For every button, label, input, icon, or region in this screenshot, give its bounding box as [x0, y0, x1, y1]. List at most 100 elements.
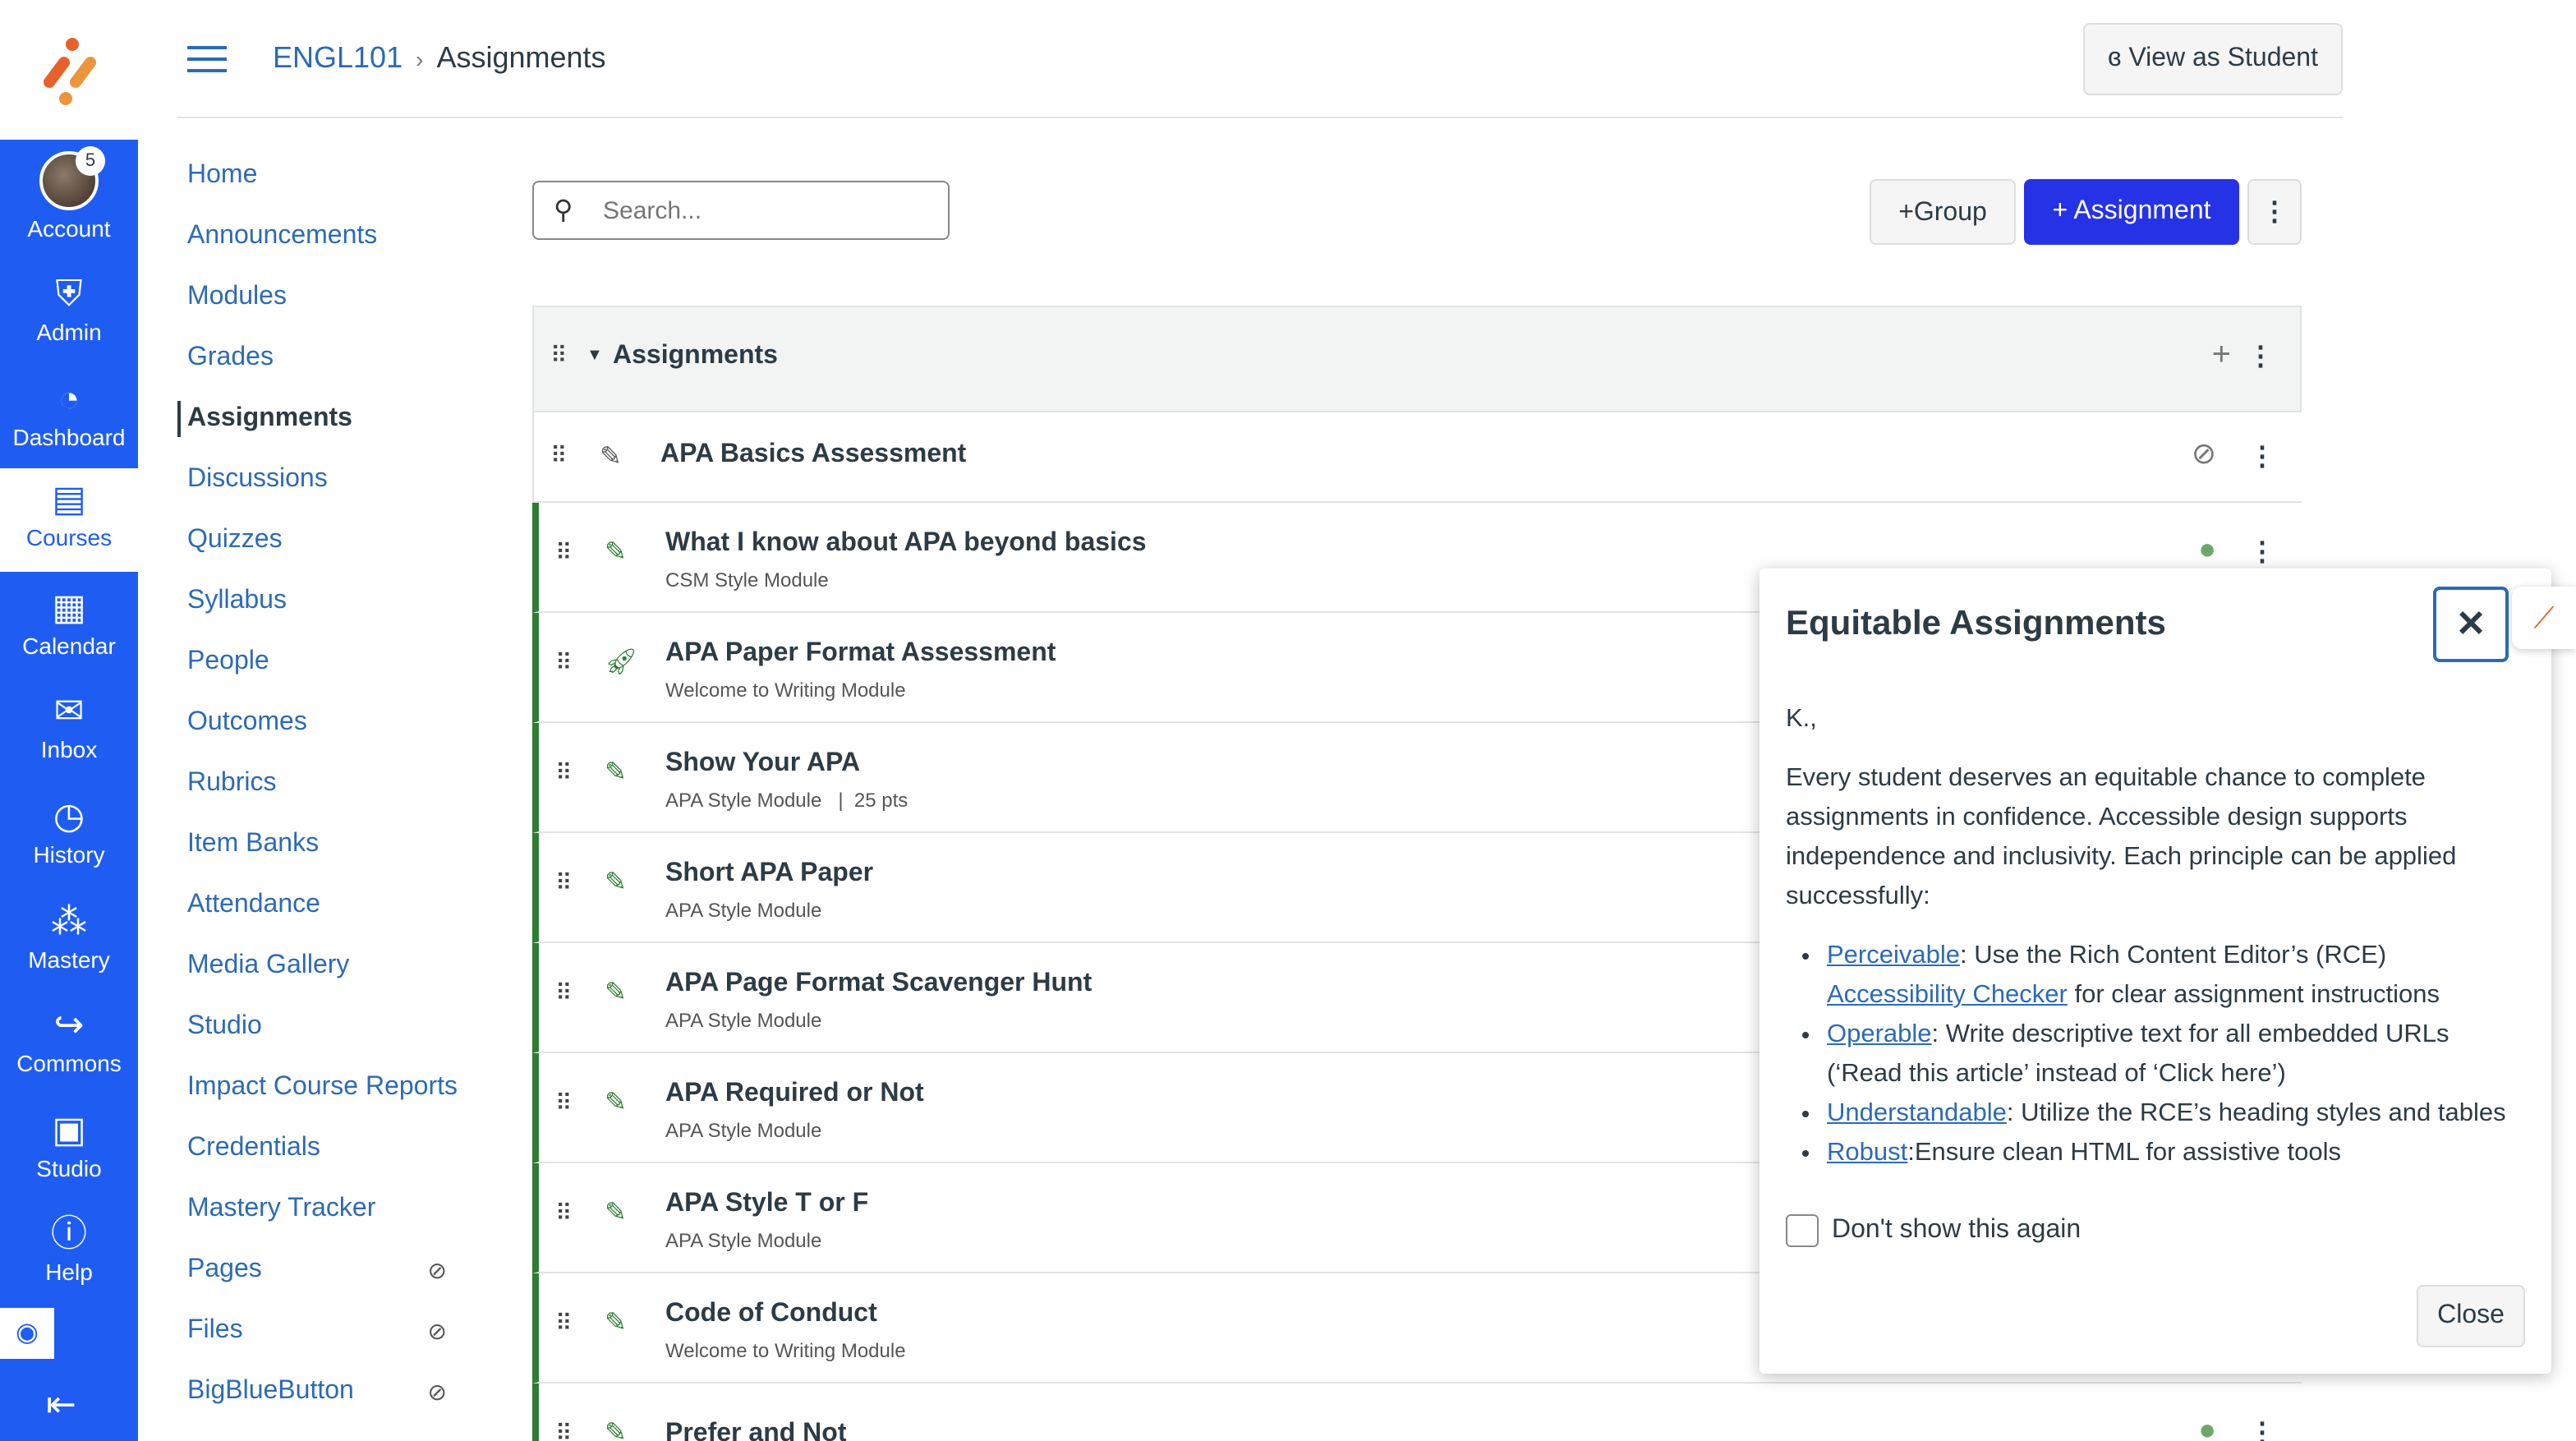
course-nav-item[interactable]: Grades: [177, 340, 473, 376]
course-nav-item[interactable]: Discussions: [177, 462, 473, 498]
course-nav-item[interactable]: Studio: [177, 1009, 473, 1045]
close-button[interactable]: Close: [2417, 1285, 2525, 1347]
course-nav-item[interactable]: Files ⊘: [177, 1313, 473, 1349]
drag-handle-icon[interactable]: ⠿: [555, 1199, 573, 1226]
drag-handle-icon[interactable]: ⠿: [555, 869, 573, 895]
global-nav-history[interactable]: ◷ History: [0, 785, 138, 889]
global-nav-inbox[interactable]: ✉ Inbox: [0, 680, 138, 784]
assignment-row[interactable]: ⠿ ✎ What I know about APA beyond basics …: [532, 503, 2302, 613]
assignment-title[interactable]: APA Required or Not: [665, 1080, 924, 1107]
course-nav-item[interactable]: Rubrics: [177, 766, 473, 802]
assignment-row[interactable]: ⠿ ✎ APA Required or Not APA Style Module: [532, 1053, 2302, 1163]
row-kebab-icon[interactable]: ⋮: [2249, 444, 2275, 472]
global-nav-account[interactable]: 5 Account: [0, 141, 138, 245]
global-nav-dashboard[interactable]: ◔ Dashboard: [0, 368, 138, 472]
course-nav-item[interactable]: People: [177, 644, 473, 680]
assignment-title[interactable]: Show Your APA: [665, 749, 861, 777]
app-logo[interactable]: [0, 0, 138, 140]
course-nav-item[interactable]: Modules: [177, 279, 473, 315]
drag-handle-icon[interactable]: ⠿: [550, 442, 568, 468]
course-nav-item[interactable]: Mastery Tracker: [177, 1191, 473, 1227]
global-nav-commons[interactable]: ↪ Commons: [0, 994, 138, 1098]
global-nav-admin[interactable]: ⛨ Admin: [0, 263, 138, 366]
course-nav-item[interactable]: Home: [177, 158, 473, 194]
assignment-title[interactable]: APA Page Format Scavenger Hunt: [665, 969, 1092, 997]
group-header[interactable]: ⠿ ▼ Assignments + ⋮: [532, 306, 2302, 412]
global-nav-calendar[interactable]: ▦ Calendar: [0, 577, 138, 680]
global-nav-mastery[interactable]: ⁂ Mastery: [0, 891, 138, 994]
assignment-row[interactable]: ⠿ ✎ Prefer and Not ● ⋮: [532, 1383, 2302, 1441]
assignment-row[interactable]: ⠿ ✎ APA Style T or F APA Style Module: [532, 1163, 2302, 1273]
drag-handle-icon[interactable]: ⠿: [555, 979, 573, 1006]
checkbox-box[interactable]: [1786, 1213, 1819, 1247]
assignment-icon: ✎: [605, 1420, 627, 1441]
accessibility-checker-link[interactable]: Accessibility Checker: [1827, 981, 2068, 1009]
quiz-rocket-icon: 🚀︎: [605, 649, 638, 677]
understandable-link[interactable]: Understandable: [1827, 1099, 2007, 1127]
extension-icon[interactable]: ◉: [0, 1308, 54, 1359]
course-nav-item[interactable]: Pages ⊘: [177, 1252, 473, 1288]
course-nav-label: Credentials: [187, 1134, 320, 1162]
published-check-icon[interactable]: ●: [2198, 1413, 2216, 1441]
drag-handle-icon[interactable]: ⠿: [555, 649, 573, 675]
caret-down-icon[interactable]: ▼: [586, 347, 603, 365]
course-nav-item[interactable]: Credentials: [177, 1130, 473, 1167]
course-nav-item[interactable]: Announcements: [177, 219, 473, 255]
group-kebab-icon[interactable]: ⋮: [2247, 343, 2274, 371]
course-nav-item[interactable]: Attendance: [177, 887, 473, 923]
global-nav-courses[interactable]: ▤ Courses: [0, 468, 138, 572]
hidden-eye-icon[interactable]: ⊘: [427, 1318, 447, 1344]
view-as-student-button[interactable]: ɞ View as Student: [2083, 23, 2343, 95]
drag-handle-icon[interactable]: ⠿: [555, 539, 573, 565]
drag-handle-icon[interactable]: ⠿: [555, 1310, 573, 1336]
published-check-icon[interactable]: ●: [2198, 532, 2216, 565]
course-nav-item[interactable]: Impact Course Reports: [177, 1070, 473, 1106]
drag-handle-icon[interactable]: ⠿: [550, 342, 568, 368]
assignment-row[interactable]: ⠿ 🚀︎ APA Paper Format Assessment Welcome…: [532, 613, 2302, 723]
course-nav-item[interactable]: BigBlueButton ⊘: [177, 1374, 473, 1410]
assignment-title[interactable]: APA Style T or F: [665, 1190, 869, 1218]
assignment-title[interactable]: Short APA Paper: [665, 859, 874, 887]
course-nav-item[interactable]: Syllabus: [177, 583, 473, 619]
robust-link[interactable]: Robust: [1827, 1139, 1908, 1167]
add-assignment-button[interactable]: + Assignment: [2024, 179, 2239, 245]
assignment-title[interactable]: What I know about APA beyond basics: [665, 529, 1147, 557]
drag-handle-icon[interactable]: ⠿: [555, 1420, 573, 1441]
dialog-close-icon[interactable]: ✕: [2433, 587, 2509, 662]
assignment-row[interactable]: ⠿ ✎ Show Your APA APA Style Module | 25 …: [532, 723, 2302, 833]
extension-logo-icon[interactable]: ⟋: [2512, 587, 2576, 649]
global-nav-studio[interactable]: ▣ Studio: [0, 1099, 138, 1203]
drag-handle-icon[interactable]: ⠿: [555, 1089, 573, 1116]
assignment-title[interactable]: APA Paper Format Assessment: [665, 639, 1056, 667]
breadcrumb-course-link[interactable]: ENGL101: [273, 41, 403, 74]
assignment-title[interactable]: APA Basics Assessment: [660, 440, 967, 468]
course-nav-item[interactable]: Item Banks: [177, 826, 473, 863]
drag-handle-icon[interactable]: ⠿: [555, 759, 573, 785]
assignment-row[interactable]: ⠿ ✎ Code of Conduct Welcome to Writing M…: [532, 1273, 2302, 1383]
assignment-row[interactable]: ⠿ ✎ APA Page Format Scavenger Hunt APA S…: [532, 943, 2302, 1053]
add-group-button[interactable]: +Group: [1870, 179, 2016, 245]
add-to-group-icon[interactable]: +: [2211, 337, 2231, 373]
hidden-eye-icon[interactable]: ⊘: [427, 1379, 447, 1405]
search-input[interactable]: [600, 196, 935, 227]
assignment-title[interactable]: Prefer and Not: [665, 1420, 847, 1441]
row-kebab-icon[interactable]: ⋮: [2249, 1420, 2275, 1441]
global-nav-help[interactable]: ⓘ Help: [0, 1203, 138, 1306]
course-nav-item[interactable]: Assignments: [177, 401, 473, 437]
row-kebab-icon[interactable]: ⋮: [2249, 539, 2275, 567]
course-nav-item[interactable]: Quizzes: [177, 523, 473, 559]
operable-link[interactable]: Operable: [1827, 1020, 1932, 1048]
assignment-row[interactable]: ⠿ ✎ APA Basics Assessment ⊘ ⋮: [532, 412, 2302, 503]
course-nav-item[interactable]: Outcomes: [177, 705, 473, 741]
hidden-eye-icon[interactable]: ⊘: [427, 1257, 447, 1283]
search-field[interactable]: ⚲: [532, 181, 950, 240]
perceivable-link[interactable]: Perceivable: [1827, 941, 1960, 969]
dont-show-again-checkbox[interactable]: Don't show this again: [1786, 1213, 2525, 1249]
collapse-nav-icon[interactable]: ⇤: [46, 1383, 76, 1425]
hamburger-menu-icon[interactable]: [187, 46, 227, 72]
more-options-button[interactable]: ⋮: [2247, 179, 2302, 245]
unpublished-icon[interactable]: ⊘: [2191, 437, 2216, 470]
course-nav-item[interactable]: Media Gallery: [177, 948, 473, 984]
assignment-row[interactable]: ⠿ ✎ Short APA Paper APA Style Module: [532, 833, 2302, 943]
assignment-title[interactable]: Code of Conduct: [665, 1300, 877, 1328]
